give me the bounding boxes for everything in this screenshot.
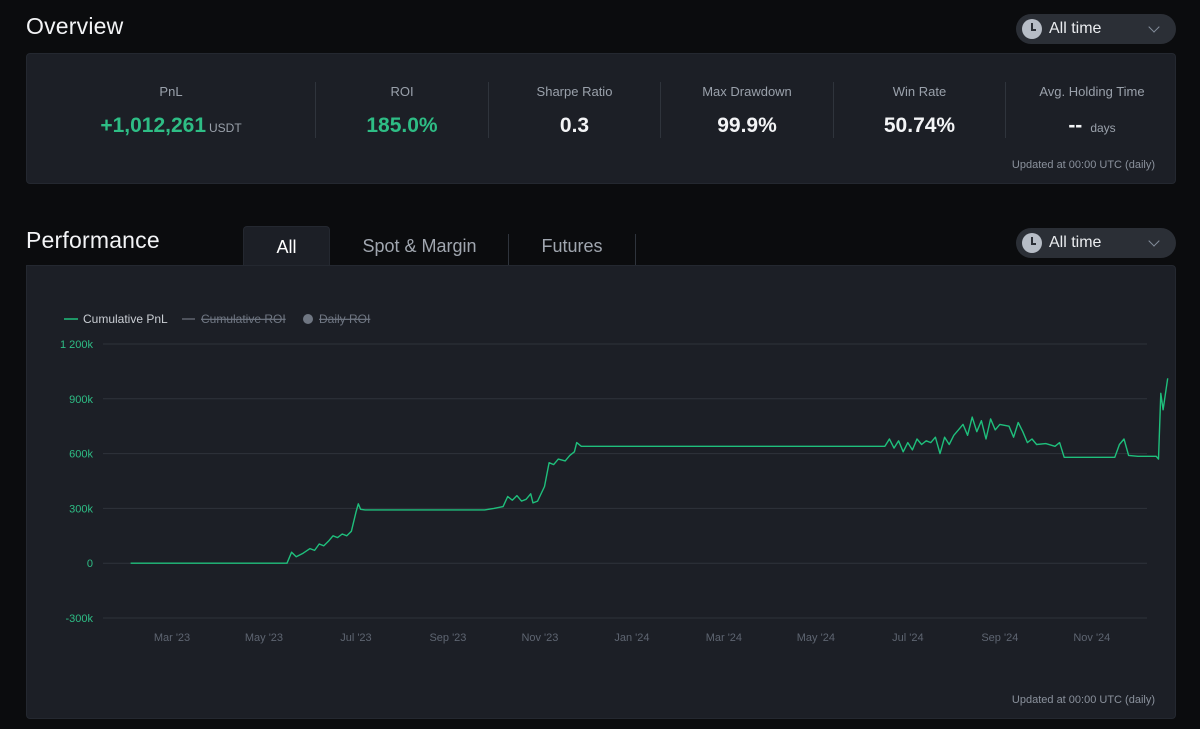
stat-divider <box>488 82 489 138</box>
stat-avg-holding-time-number: -- <box>1068 114 1083 137</box>
stat-win-rate-value: 50.74% <box>883 114 956 137</box>
y-tick-label: 600k <box>69 449 93 461</box>
y-tick-label: 1 200k <box>60 339 94 351</box>
legend-swatch-daily-roi <box>303 314 313 324</box>
y-tick-label: 0 <box>87 558 93 570</box>
stat-pnl: PnL +1,012,261 USDT <box>55 54 287 185</box>
stat-avg-holding-time-label: Avg. Holding Time <box>1039 84 1145 99</box>
clock-icon <box>1022 19 1042 39</box>
stat-max-drawdown-label: Max Drawdown <box>702 84 792 99</box>
y-tick-label: 300k <box>69 503 93 515</box>
performance-time-filter[interactable]: All time <box>1016 228 1176 258</box>
performance-time-filter-label: All time <box>1049 234 1102 251</box>
y-tick-label: -300k <box>65 613 93 625</box>
legend-item-cumulative-pnl[interactable]: Cumulative PnL <box>64 312 168 326</box>
performance-updated-note: Updated at 00:00 UTC (daily) <box>1011 694 1155 706</box>
y-tick-label: 900k <box>69 394 93 406</box>
chart-legend: Cumulative PnL Cumulative ROI Daily ROI <box>64 312 370 326</box>
performance-title: Performance <box>26 227 160 253</box>
stat-pnl-value: +1,012,261 USDT <box>55 114 287 138</box>
chevron-down-icon <box>1148 20 1160 33</box>
legend-item-cumulative-roi[interactable]: Cumulative ROI <box>182 312 286 326</box>
legend-label-cumulative-roi: Cumulative ROI <box>201 312 286 326</box>
stat-max-drawdown: Max Drawdown 99.9% <box>661 54 833 185</box>
x-tick-label: Nov '23 <box>521 632 558 644</box>
chart-series <box>130 378 1169 564</box>
stat-avg-holding-time-value: -- days <box>1006 114 1178 138</box>
overview-title: Overview <box>26 13 124 39</box>
stat-sharpe-value: 0.3 <box>559 114 590 137</box>
x-tick-label: Mar '23 <box>154 632 190 644</box>
stat-pnl-number: +1,012,261 <box>100 114 206 137</box>
stat-roi: ROI 185.0% <box>316 54 488 185</box>
legend-label-daily-roi: Daily ROI <box>319 312 370 326</box>
x-tick-label: Jul '23 <box>340 632 371 644</box>
legend-label-cumulative-pnl: Cumulative PnL <box>83 312 168 326</box>
chart-grid <box>103 343 1147 619</box>
stat-avg-holding-time: Avg. Holding Time -- days <box>1006 54 1178 185</box>
tab-all[interactable]: All <box>243 226 330 267</box>
chart-x-axis: Mar '23 May '23 Jul '23 Sep '23 Nov '23 Jan '… <box>154 632 1110 644</box>
overview-time-filter[interactable]: All time <box>1016 14 1176 44</box>
stat-win-rate-label: Win Rate <box>892 84 947 99</box>
stat-avg-holding-time-unit: days <box>1090 121 1116 135</box>
tab-spot-margin[interactable]: Spot & Margin <box>362 236 477 256</box>
tab-divider <box>508 234 509 265</box>
stat-roi-value: 185.0% <box>366 114 438 137</box>
stat-sharpe-label: Sharpe Ratio <box>536 84 613 99</box>
legend-item-daily-roi[interactable]: Daily ROI <box>303 312 370 326</box>
clock-icon <box>1022 233 1042 253</box>
stat-roi-label: ROI <box>390 84 414 99</box>
series-line-cumulative-pnl <box>130 378 1169 564</box>
stat-divider <box>1005 82 1006 138</box>
overview-time-filter-label: All time <box>1049 20 1102 37</box>
stat-pnl-label: PnL <box>159 84 183 99</box>
stat-divider <box>660 82 661 138</box>
x-tick-label: Mar '24 <box>706 632 742 644</box>
stat-divider <box>315 82 316 138</box>
x-tick-label: Sep '23 <box>429 632 466 644</box>
stat-win-rate: Win Rate 50.74% <box>834 54 1005 185</box>
tab-futures[interactable]: Futures <box>541 236 603 256</box>
x-tick-label: Jan '24 <box>614 632 649 644</box>
x-tick-label: Jul '24 <box>892 632 923 644</box>
chart-y-axis: 1 200k 900k 600k 300k 0 -300k <box>60 339 94 625</box>
performance-chart: Cumulative PnL Cumulative ROI Daily ROI … <box>60 312 1169 644</box>
x-tick-label: Sep '24 <box>981 632 1018 644</box>
stat-max-drawdown-value: 99.9% <box>717 114 777 137</box>
chevron-down-icon <box>1148 234 1160 247</box>
performance-card: Cumulative PnL Cumulative ROI Daily ROI … <box>26 265 1176 719</box>
x-tick-label: Nov '24 <box>1073 632 1110 644</box>
stat-pnl-unit: USDT <box>209 121 242 135</box>
overview-updated-note: Updated at 00:00 UTC (daily) <box>1011 159 1155 171</box>
x-tick-label: May '23 <box>245 632 283 644</box>
tab-divider <box>635 234 636 265</box>
stat-divider <box>833 82 834 138</box>
stat-sharpe: Sharpe Ratio 0.3 <box>489 54 660 185</box>
x-tick-label: May '24 <box>797 632 835 644</box>
overview-card: PnL +1,012,261 USDT ROI 185.0% Sharpe Rat… <box>26 53 1176 184</box>
